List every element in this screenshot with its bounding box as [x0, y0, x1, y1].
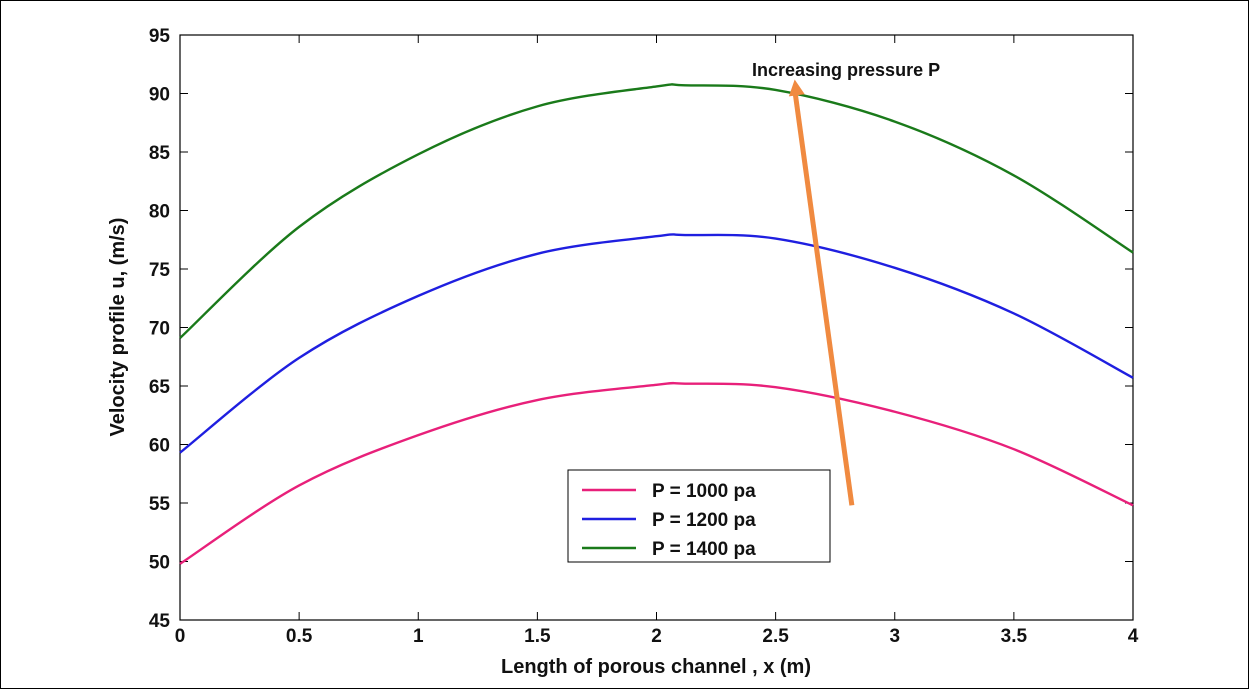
axis-ticks: 0 0.5 1 1.5 2 2.5 3 3.5 4 45 50 55 60 65 70 75 80 85 90 95 [149, 26, 1139, 647]
y-tick-label: 55 [149, 494, 171, 515]
annotation-arrow-shaft [792, 89, 855, 506]
y-tick-label: 50 [149, 553, 170, 574]
legend-box [567, 469, 831, 563]
series-line-3 [179, 83, 1134, 339]
y-tick-label: 90 [149, 85, 170, 106]
legend-label-1: P = 1000 pa [652, 481, 756, 502]
annotation-label: Increasing pressure P [752, 60, 940, 80]
x-tick-label: 0 [175, 626, 186, 647]
y-tick-label: 60 [149, 436, 170, 457]
y-tick-label: 75 [149, 260, 171, 281]
legend-label-3: P = 1400 pa [652, 539, 756, 560]
x-tick-label: 3 [889, 626, 900, 647]
legend: P = 1000 pa P = 1200 pa P = 1400 pa [567, 469, 831, 563]
series-line-2 [179, 233, 1134, 454]
series-line-1 [179, 381, 1134, 565]
y-tick-label: 85 [149, 143, 171, 164]
y-axis-title: Velocity profile u, (m/s) [107, 218, 129, 437]
y-tick-label: 80 [149, 202, 170, 223]
x-tick-label: 4 [1128, 626, 1139, 647]
annotation: Increasing pressure P [752, 60, 940, 506]
x-tick-label: 1.5 [524, 626, 551, 647]
x-tick-label: 2.5 [762, 626, 789, 647]
legend-label-2: P = 1200 pa [652, 510, 756, 531]
x-tick-label: 3.5 [1001, 626, 1028, 647]
y-tick-label: 95 [149, 26, 171, 47]
y-tick-label: 45 [149, 611, 171, 632]
annotation-arrow-head [788, 79, 805, 97]
x-tick-label: 0.5 [286, 626, 313, 647]
y-tick-label: 65 [149, 377, 171, 398]
y-tick-label: 70 [149, 319, 170, 340]
x-tick-label: 1 [413, 626, 424, 647]
x-tick-label: 2 [651, 626, 662, 647]
x-axis-title: Length of porous channel , x (m) [501, 656, 811, 678]
series-layer [179, 83, 1134, 565]
